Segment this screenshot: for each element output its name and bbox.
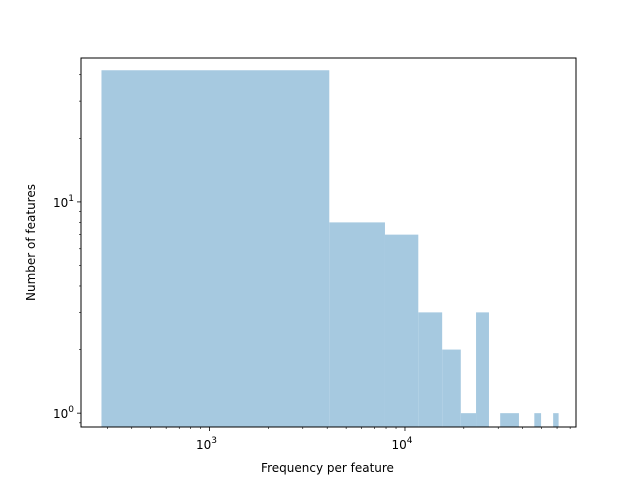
- x-axis-label: Frequency per feature: [261, 461, 394, 475]
- histogram-bar: [384, 234, 419, 427]
- y-tick-label: 101: [53, 194, 74, 210]
- y-axis-label: Number of features: [24, 184, 38, 301]
- histogram-bar: [418, 312, 443, 427]
- histogram-bar: [476, 312, 489, 427]
- bars-layer: [101, 70, 559, 427]
- histogram-bar: [500, 413, 519, 427]
- histogram-bar: [442, 349, 461, 427]
- histogram-bar: [460, 413, 477, 427]
- plot-frame: [80, 57, 577, 428]
- histogram-bar: [101, 70, 330, 427]
- histogram-bar: [329, 222, 385, 427]
- ticks-layer: 103 104 100 101: [53, 74, 571, 452]
- y-tick-label: 100: [53, 405, 74, 421]
- histogram-bar: [553, 413, 559, 427]
- x-tick-label: 103: [196, 436, 217, 452]
- x-tick-label: 104: [391, 436, 412, 452]
- histogram-bar: [534, 413, 542, 427]
